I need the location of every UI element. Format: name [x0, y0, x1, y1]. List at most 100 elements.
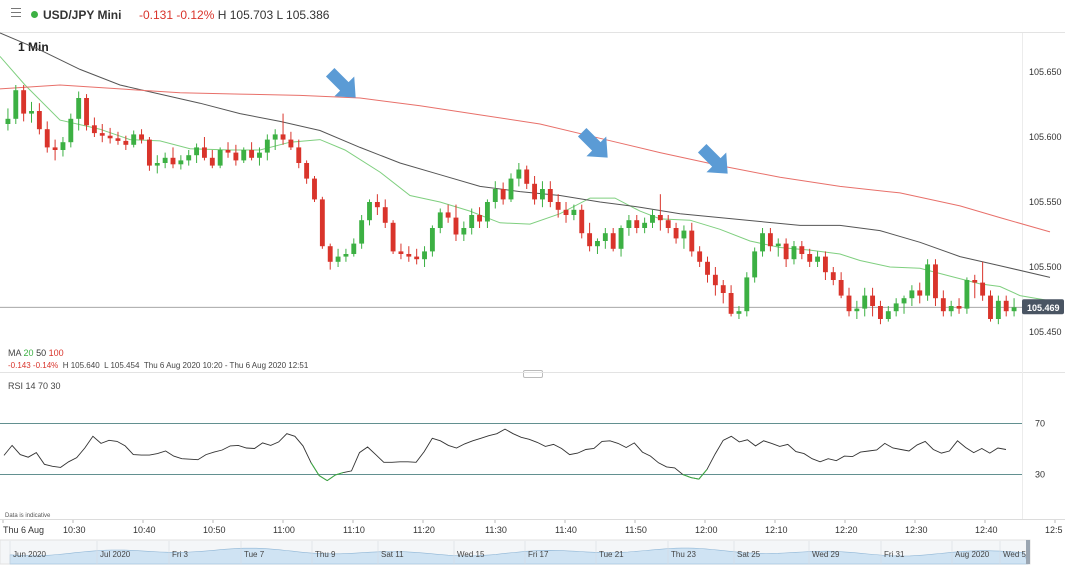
candle [720, 280, 726, 304]
menu-icon[interactable] [11, 8, 21, 20]
ma-50-line [0, 32, 1051, 278]
candle-body [626, 220, 632, 228]
candle-body [885, 311, 891, 319]
candle [202, 137, 207, 161]
candle-body [249, 150, 255, 158]
candle-body [602, 233, 608, 241]
candle [469, 208, 475, 235]
candle-body [712, 274, 718, 286]
candle [933, 259, 938, 306]
candle-body [571, 209, 577, 215]
time-label: Thu 6 Aug [3, 525, 44, 535]
rsi-line [3, 428, 1007, 482]
candle-body [524, 169, 530, 184]
candle-body [909, 290, 915, 299]
candle [194, 143, 200, 163]
candle [830, 267, 836, 286]
candle [838, 272, 844, 299]
candle [68, 113, 74, 148]
candle [822, 251, 828, 280]
candle [791, 241, 797, 265]
day-low: L 105.386 [276, 8, 330, 22]
candle-body [288, 139, 294, 148]
time-label: 12:40 [975, 525, 998, 535]
ma-label: MA [8, 348, 22, 358]
navigator-series [9, 547, 1029, 565]
candle [618, 225, 624, 257]
candle-body [988, 295, 993, 319]
candle [870, 287, 876, 317]
candle [775, 238, 781, 257]
candle [398, 243, 404, 260]
candle-body [925, 264, 931, 296]
candle [429, 225, 435, 257]
candle-body [728, 293, 734, 314]
navigator-label: Fri 31 [884, 550, 905, 559]
pane-resize-handle[interactable] [523, 370, 543, 378]
candle [681, 225, 687, 249]
candle-body [948, 306, 954, 312]
candle-body [775, 243, 781, 247]
candle [1011, 298, 1017, 317]
candle [312, 176, 317, 202]
candle-body [901, 298, 907, 304]
candle-body [547, 189, 553, 202]
time-label: 11:10 [343, 525, 365, 535]
candle [233, 144, 239, 166]
candle-body [744, 277, 750, 312]
time-label: 10:40 [133, 525, 156, 535]
candle [940, 290, 946, 317]
candle [437, 208, 443, 234]
time-label: 11:40 [555, 525, 577, 535]
candle [123, 135, 129, 150]
quote-summary: -0.131 -0.12% H 105.703 L 105.386 [139, 8, 329, 22]
price-change-pct: -0.12% [176, 8, 215, 22]
ma-20-label: 20 [23, 348, 34, 358]
candle [547, 181, 553, 208]
time-label: 11:50 [625, 525, 647, 535]
candle-body [610, 233, 616, 249]
candle [650, 209, 655, 228]
candle [264, 134, 270, 161]
candle [484, 199, 490, 228]
y-tick-label: 105.550 [1029, 197, 1062, 207]
candle [500, 182, 506, 205]
candle [461, 221, 467, 241]
candle [335, 248, 341, 267]
candle-body [359, 220, 365, 244]
interval-label[interactable]: 1 Min [18, 40, 49, 54]
down-arrow-icon [697, 143, 728, 174]
candle [995, 295, 1001, 325]
candle [319, 196, 325, 249]
live-status-icon [31, 11, 38, 18]
rsi-legend[interactable]: RSI 14 70 30 [8, 381, 61, 391]
candle [555, 194, 561, 218]
candle [925, 259, 931, 301]
candle-body [406, 254, 412, 257]
time-label: 12:30 [905, 525, 928, 535]
candle [783, 238, 789, 267]
candle [209, 150, 215, 169]
candle-body [1011, 307, 1017, 312]
candle [571, 204, 577, 221]
candle [642, 217, 648, 234]
candle-body [469, 215, 475, 228]
candle [374, 194, 380, 215]
candle-body [516, 169, 522, 179]
candle [146, 137, 152, 171]
candle-body [862, 295, 868, 309]
ma-50-label: 50 [36, 348, 47, 358]
candle [44, 121, 50, 153]
navigator-handle [1026, 540, 1030, 564]
candle [367, 199, 372, 226]
candle [5, 108, 11, 131]
instrument-title[interactable]: USD/JPY Mini [43, 8, 122, 22]
ma-legend[interactable]: MA 20 50 100 [8, 348, 64, 358]
candle [52, 139, 58, 161]
candle-body [5, 118, 11, 124]
candle [162, 152, 168, 169]
navigator-label: Thu 23 [671, 550, 696, 559]
candle [492, 181, 498, 209]
candle-body [453, 217, 459, 235]
